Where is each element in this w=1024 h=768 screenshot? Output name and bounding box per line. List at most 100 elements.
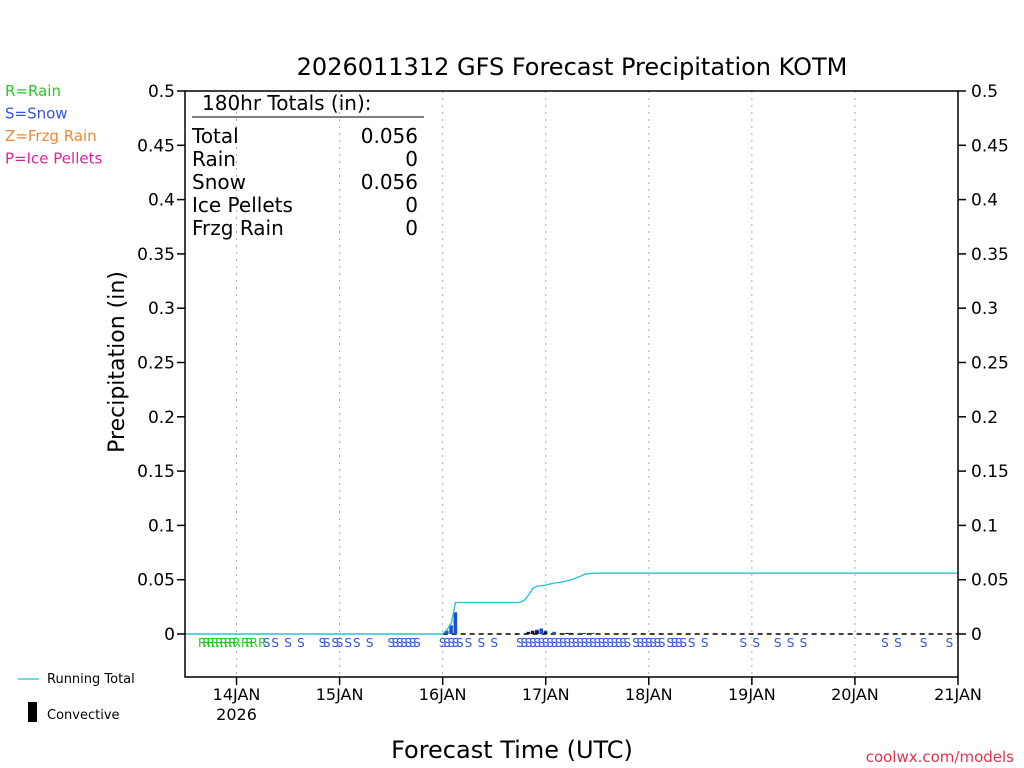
- precip-bar: [539, 628, 544, 634]
- snow-marker: S: [297, 636, 305, 650]
- snow-marker: S: [520, 636, 528, 650]
- snow-marker: S: [563, 636, 571, 650]
- rain-marker: R: [219, 636, 227, 650]
- snow-marker: S: [323, 636, 331, 650]
- snow-marker: S: [649, 636, 657, 650]
- snow-marker: S: [585, 636, 593, 650]
- y-tick-label-right: 0.45: [971, 136, 1009, 156]
- y-tick-label-right: 0.1: [971, 516, 998, 536]
- y-tick-label-left: 0: [164, 625, 175, 645]
- totals-row-value: 0: [405, 147, 418, 171]
- snow-marker: S: [624, 636, 632, 650]
- y-axis-left: 0 0.05 0.1 0.15 0.2 0.25 0.3 0.35 0.4 0.45 0.5: [137, 82, 185, 645]
- x-tick-label: 16JAN: [419, 685, 467, 704]
- y-tick-label-left: 0.5: [148, 82, 175, 102]
- snow-marker: S: [666, 636, 674, 650]
- rain-marker: R: [232, 636, 240, 650]
- snow-marker: S: [366, 636, 374, 650]
- snow-marker: S: [679, 636, 687, 650]
- legend-type-label: Z=Frzg Rain: [5, 127, 97, 145]
- snow-marker: S: [894, 636, 902, 650]
- snow-marker: S: [516, 636, 524, 650]
- snow-marker: S: [636, 636, 644, 650]
- y-tick-label-right: 0.15: [971, 462, 1009, 482]
- legend-type-label: S=Snow: [5, 105, 68, 123]
- y-axis-right: 0 0.05 0.1 0.15 0.2 0.25 0.3 0.35 0.4 0.45 0.5: [958, 82, 1009, 645]
- convective-bar: [530, 630, 535, 634]
- snow-marker: S: [589, 636, 597, 650]
- totals-row-value: 0.056: [361, 170, 418, 194]
- snow-marker: S: [800, 636, 808, 650]
- totals-row-value: 0.056: [361, 124, 418, 148]
- y-tick-label-right: 0.2: [971, 408, 998, 428]
- totals-row-label: Snow: [192, 170, 246, 194]
- rain-marker: R: [207, 636, 215, 650]
- rain-marker: R: [224, 636, 232, 650]
- snow-marker: S: [645, 636, 653, 650]
- snow-marker: S: [598, 636, 606, 650]
- snow-marker: S: [606, 636, 614, 650]
- x-tick-label: 21JAN: [934, 685, 982, 704]
- snow-marker: S: [336, 636, 344, 650]
- convective-bar: [543, 631, 548, 634]
- snow-marker: S: [946, 636, 954, 650]
- y-tick-label-right: 0.05: [971, 571, 1009, 591]
- x-tick-label: 18JAN: [625, 685, 673, 704]
- snow-marker: S: [602, 636, 610, 650]
- snow-marker: S: [538, 636, 546, 650]
- snow-marker: S: [671, 636, 679, 650]
- x-tick-label: 15JAN: [316, 685, 364, 704]
- snow-marker: S: [409, 636, 417, 650]
- snow-marker: S: [688, 636, 696, 650]
- rain-marker: R: [245, 636, 253, 650]
- snow-marker: S: [263, 636, 271, 650]
- snow-marker: S: [546, 636, 554, 650]
- snow-marker: S: [284, 636, 292, 650]
- snow-marker: S: [576, 636, 584, 650]
- snow-marker: S: [654, 636, 662, 650]
- y-tick-label-left: 0.1: [148, 516, 175, 536]
- convective-bar: [526, 631, 531, 634]
- convective-bar: [535, 630, 539, 634]
- x-tick-label: 20JAN: [831, 685, 879, 704]
- rain-marker: R: [202, 636, 210, 650]
- snow-marker: S: [615, 636, 623, 650]
- snow-marker: S: [881, 636, 889, 650]
- snow-marker: S: [559, 636, 567, 650]
- rain-marker: R: [228, 636, 236, 650]
- y-tick-label-left: 0.25: [137, 354, 175, 374]
- snow-marker: S: [739, 636, 747, 650]
- snow-marker: S: [525, 636, 533, 650]
- snow-marker: S: [555, 636, 563, 650]
- snow-marker: S: [344, 636, 352, 650]
- snow-marker: S: [774, 636, 782, 650]
- watermark: coolwx.com/models: [866, 748, 1014, 766]
- totals-row-value: 0: [405, 216, 418, 240]
- snow-marker: S: [353, 636, 361, 650]
- convective-bar: [569, 632, 574, 634]
- totals-row-label: Frzg Rain: [192, 216, 284, 240]
- snow-marker: S: [752, 636, 760, 650]
- snow-marker: S: [701, 636, 709, 650]
- precip-bar: [449, 625, 453, 634]
- y-axis-label: Precipitation (in): [105, 271, 130, 453]
- snow-marker: S: [619, 636, 627, 650]
- totals-row-label: Total: [191, 124, 239, 148]
- legend-type-label: R=Rain: [5, 82, 61, 100]
- x-axis-label: Forecast Time (UTC): [391, 736, 633, 764]
- totals-row-label: Rain: [192, 147, 236, 171]
- snow-marker: S: [319, 636, 327, 650]
- precip-bar: [590, 632, 595, 634]
- y-tick-label-left: 0.45: [137, 136, 175, 156]
- chart-title: 2026011312 GFS Forecast Precipitation KO…: [297, 53, 848, 81]
- rain-marker: R: [215, 636, 223, 650]
- running-total-legend-label: Running Total: [47, 672, 135, 687]
- snow-marker: S: [456, 636, 464, 650]
- y-tick-label-left: 0.35: [137, 245, 175, 265]
- snow-marker: S: [641, 636, 649, 650]
- precip-bar: [578, 632, 582, 634]
- precip-bar: [444, 630, 449, 634]
- snow-marker: S: [400, 636, 408, 650]
